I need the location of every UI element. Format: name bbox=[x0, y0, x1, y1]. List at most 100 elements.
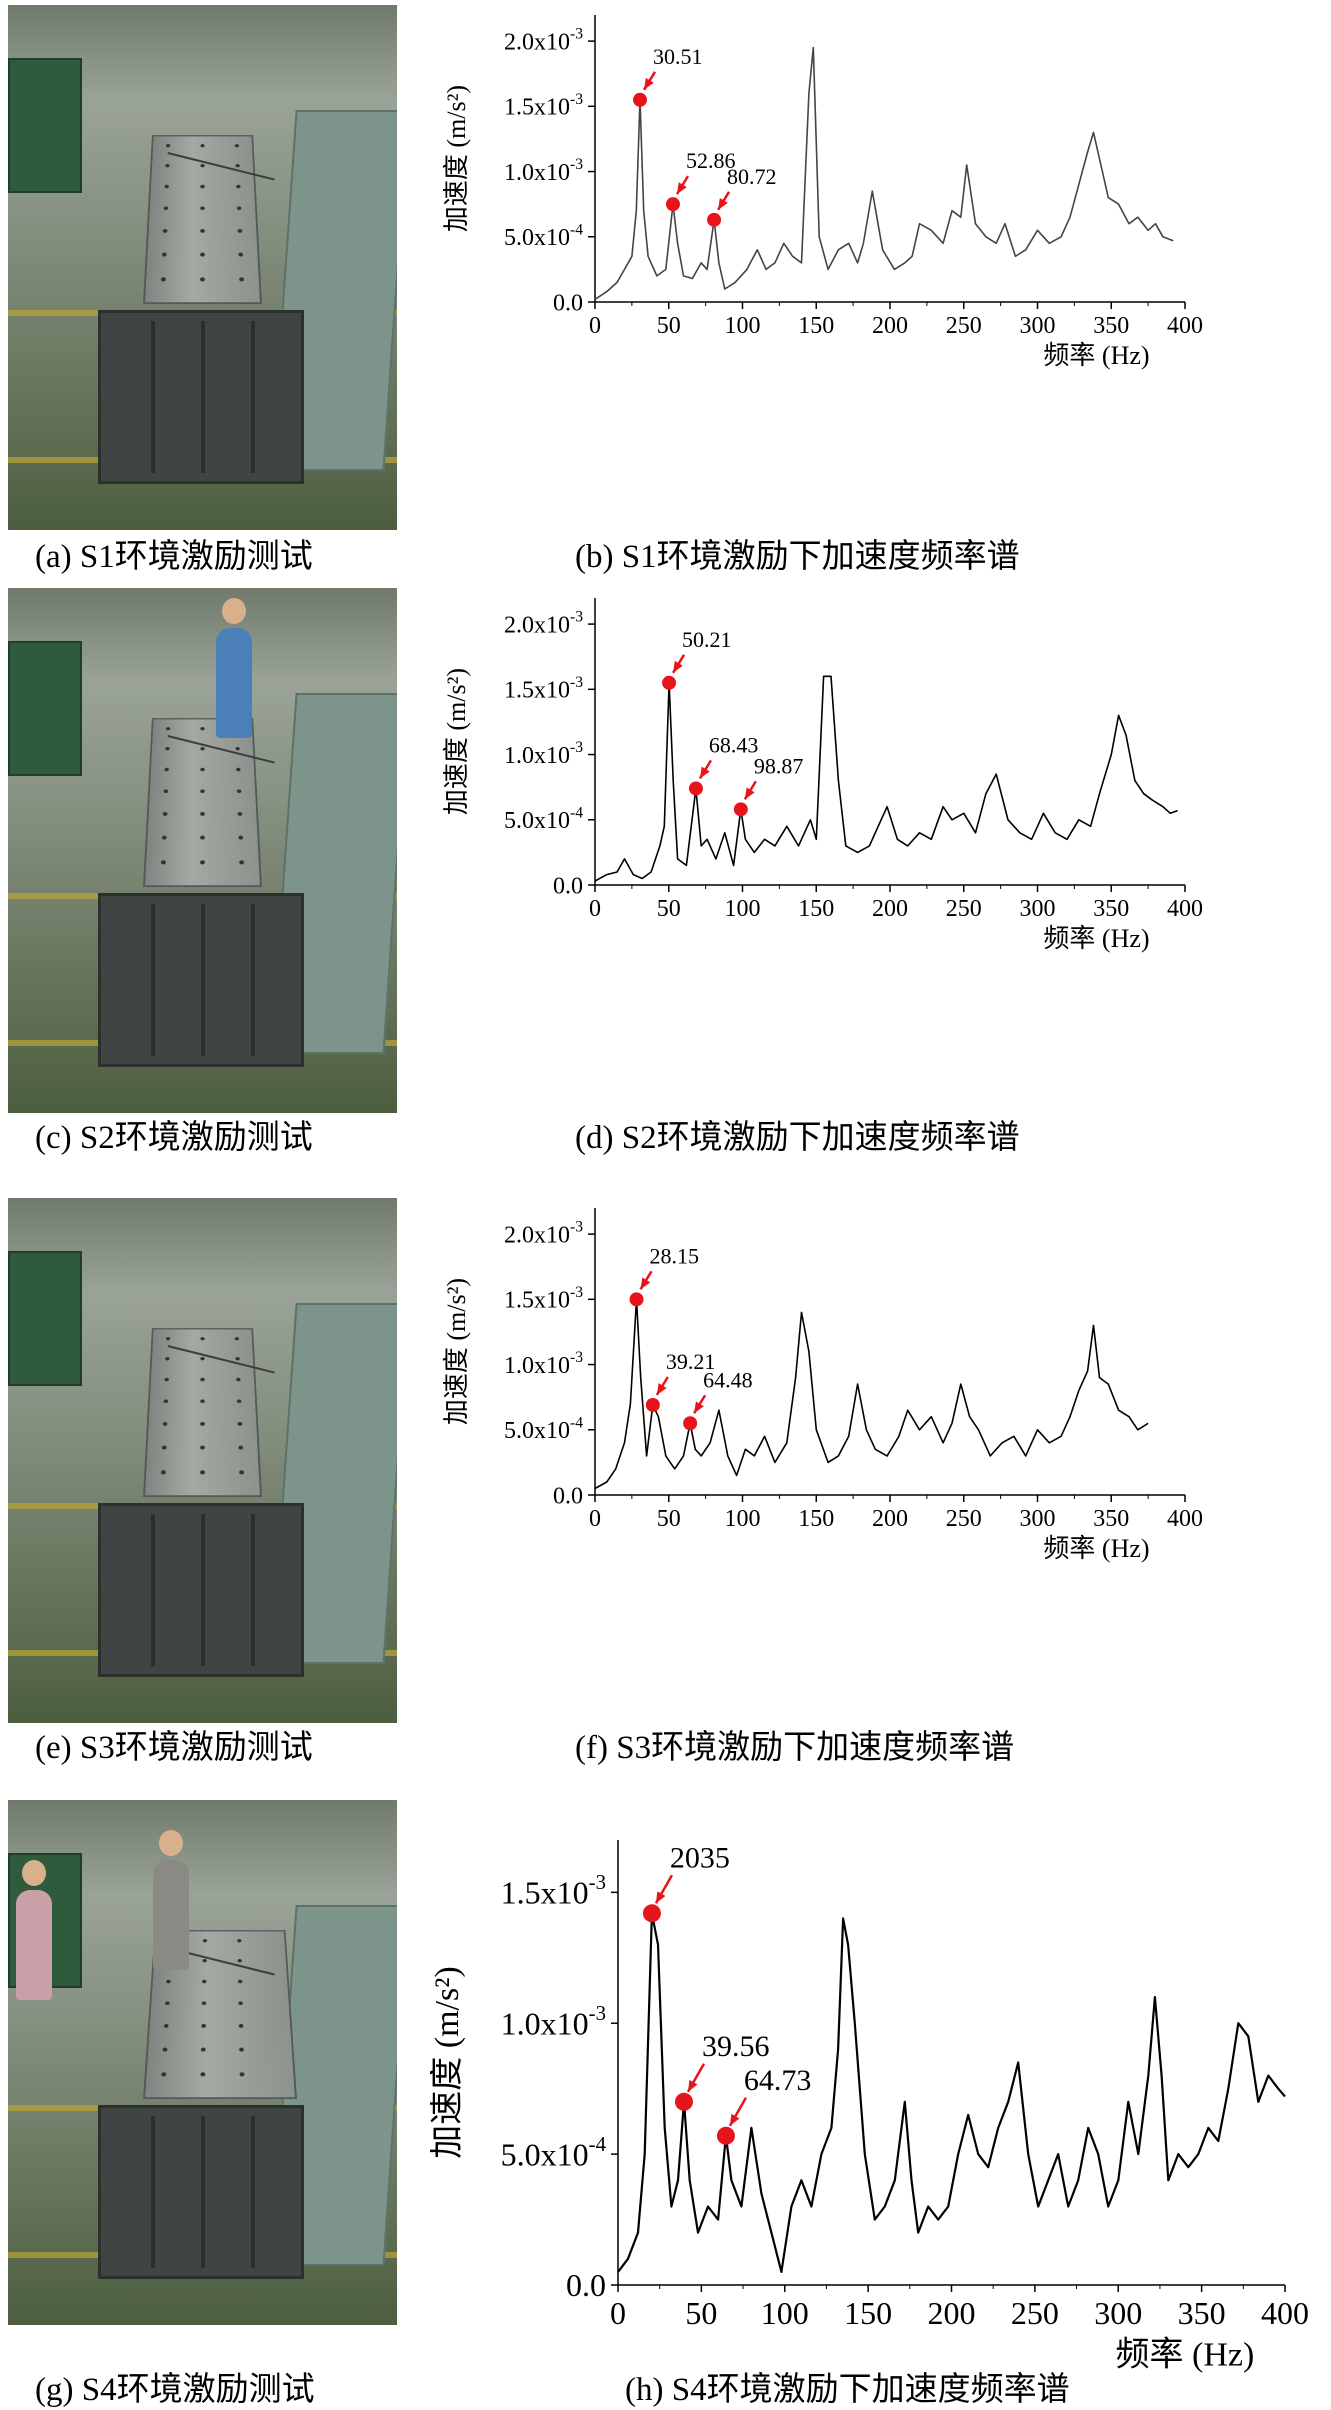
frame-rib bbox=[251, 321, 255, 473]
peak-marker bbox=[645, 1397, 660, 1412]
bolt bbox=[200, 860, 205, 865]
bolt bbox=[235, 164, 240, 168]
x-axis-label: 频率 (Hz) bbox=[1116, 2336, 1255, 2374]
bolt bbox=[163, 206, 169, 211]
peak-label: 28.15 bbox=[650, 1243, 700, 1268]
y-tick-label: 5.0x10-4 bbox=[504, 221, 583, 251]
peak-arrowhead bbox=[744, 787, 755, 800]
bolt bbox=[238, 1445, 244, 1450]
bolt bbox=[164, 1377, 169, 1382]
frame-rib bbox=[251, 1514, 255, 1666]
spectrum-chart: 0 50 100 150 200 250 300 350 400 0.0 5.0x10-4 1.0x1… bbox=[430, 1178, 1330, 1758]
y-tick-label: 1.5x10-3 bbox=[504, 91, 583, 121]
bolt bbox=[237, 811, 243, 816]
spectrum-chart: 0 50 100 150 200 250 300 350 400 0.0 5.0x10-4 1.0x1… bbox=[430, 0, 1330, 565]
spectrum-chart: 0 50 100 150 200 250 300 350 400 0.0 5.0x10-4 1.0x1… bbox=[430, 1810, 1330, 2390]
bolt bbox=[239, 860, 245, 865]
frame-rib bbox=[151, 904, 155, 1056]
bolt bbox=[236, 206, 242, 211]
x-tick-label: 100 bbox=[725, 896, 761, 922]
y-tick-label: 1.0x10-3 bbox=[504, 739, 583, 769]
bolt bbox=[200, 184, 205, 189]
bolt bbox=[163, 2023, 169, 2028]
x-tick-label: 100 bbox=[725, 1506, 761, 1532]
x-tick-label: 150 bbox=[798, 313, 834, 339]
peak-label: 64.73 bbox=[744, 2064, 812, 2097]
y-tick-label: 2.0x10-3 bbox=[504, 26, 583, 56]
bolt bbox=[234, 144, 240, 148]
frame-rib bbox=[151, 2116, 155, 2268]
frame-rib bbox=[201, 321, 205, 473]
x-tick-label: 150 bbox=[798, 1506, 834, 1532]
bolt bbox=[237, 1959, 242, 1963]
person-figure bbox=[16, 1860, 52, 2000]
peak-marker bbox=[642, 1904, 661, 1923]
x-tick-label: 50 bbox=[657, 313, 681, 339]
x-tick-label: 250 bbox=[946, 1506, 982, 1532]
bolt bbox=[165, 164, 170, 168]
frame-rib bbox=[251, 2116, 255, 2268]
x-tick-label: 0 bbox=[589, 896, 601, 922]
frame-rib bbox=[251, 904, 255, 1056]
y-axis-label: 加速度 (m/s²) bbox=[442, 1278, 471, 1425]
bolt bbox=[200, 747, 205, 751]
bolt bbox=[165, 144, 171, 148]
peak-arrowhead bbox=[676, 182, 687, 195]
bolt bbox=[200, 144, 205, 148]
bolt bbox=[165, 1357, 170, 1361]
photo-caption: (c) S2环境激励测试 bbox=[35, 1120, 313, 1156]
peak-marker bbox=[683, 1416, 698, 1431]
bolt bbox=[164, 2001, 170, 2006]
peak-arrowhead bbox=[718, 197, 728, 210]
chart-svg: 0 50 100 150 200 250 300 350 400 0.0 5.0x10-4 1.0x1… bbox=[442, 15, 1203, 370]
peak-arrowhead bbox=[687, 2079, 698, 2092]
peak-label: 80.72 bbox=[727, 164, 777, 189]
x-tick-label: 50 bbox=[657, 1506, 681, 1532]
bolt bbox=[236, 789, 242, 794]
bolt bbox=[200, 1337, 205, 1341]
frame-rib bbox=[201, 2116, 205, 2268]
peak-label: 39.56 bbox=[702, 2030, 770, 2063]
test-photo bbox=[8, 5, 397, 530]
chart-svg: 0 50 100 150 200 250 300 350 400 0.0 5.0x10-4 1.0x1… bbox=[430, 1840, 1309, 2374]
spectrum-line bbox=[594, 1298, 1149, 1490]
x-tick-label: 100 bbox=[761, 2295, 809, 2331]
bolt bbox=[238, 2001, 243, 2006]
bolt bbox=[202, 1979, 207, 1984]
x-tick-label: 0 bbox=[589, 1506, 601, 1532]
x-tick-label: 200 bbox=[872, 313, 908, 339]
bolt bbox=[200, 2047, 206, 2052]
y-tick-label: 1.5x10-3 bbox=[501, 1871, 606, 1910]
x-tick-label: 200 bbox=[872, 1506, 908, 1532]
y-tick-label: 2.0x10-3 bbox=[504, 1219, 583, 1249]
peak-marker bbox=[707, 212, 722, 227]
bolt bbox=[200, 835, 205, 840]
bolt bbox=[200, 1357, 205, 1361]
x-tick-label: 350 bbox=[1178, 2295, 1226, 2331]
bolt bbox=[160, 1470, 166, 1475]
bolt bbox=[239, 277, 245, 282]
x-tick-label: 400 bbox=[1167, 313, 1203, 339]
y-tick-label: 5.0x10-4 bbox=[504, 1414, 583, 1444]
peak-arrowhead bbox=[656, 1383, 667, 1395]
x-tick-label: 150 bbox=[798, 896, 834, 922]
x-tick-label: 300 bbox=[1020, 313, 1056, 339]
chart-caption: (d) S2环境激励下加速度频率谱 bbox=[575, 1120, 1020, 1156]
bolt bbox=[238, 835, 244, 840]
bolt bbox=[161, 252, 167, 257]
bolt bbox=[238, 2023, 244, 2028]
equipment-bench bbox=[8, 1251, 82, 1386]
equipment-bench bbox=[8, 58, 82, 193]
bolt bbox=[200, 767, 205, 772]
test-photo bbox=[8, 1198, 397, 1723]
bolt bbox=[238, 252, 244, 257]
bolt bbox=[164, 767, 169, 772]
bolt bbox=[165, 747, 170, 751]
x-tick-label: 50 bbox=[685, 2295, 717, 2331]
peak-label: 2035 bbox=[670, 1841, 730, 1874]
bolt bbox=[161, 835, 167, 840]
y-tick-label: 0.0 bbox=[553, 1483, 583, 1509]
peak-label: 64.48 bbox=[703, 1367, 753, 1392]
peak-label: 68.43 bbox=[709, 732, 759, 757]
bolt bbox=[237, 228, 243, 233]
